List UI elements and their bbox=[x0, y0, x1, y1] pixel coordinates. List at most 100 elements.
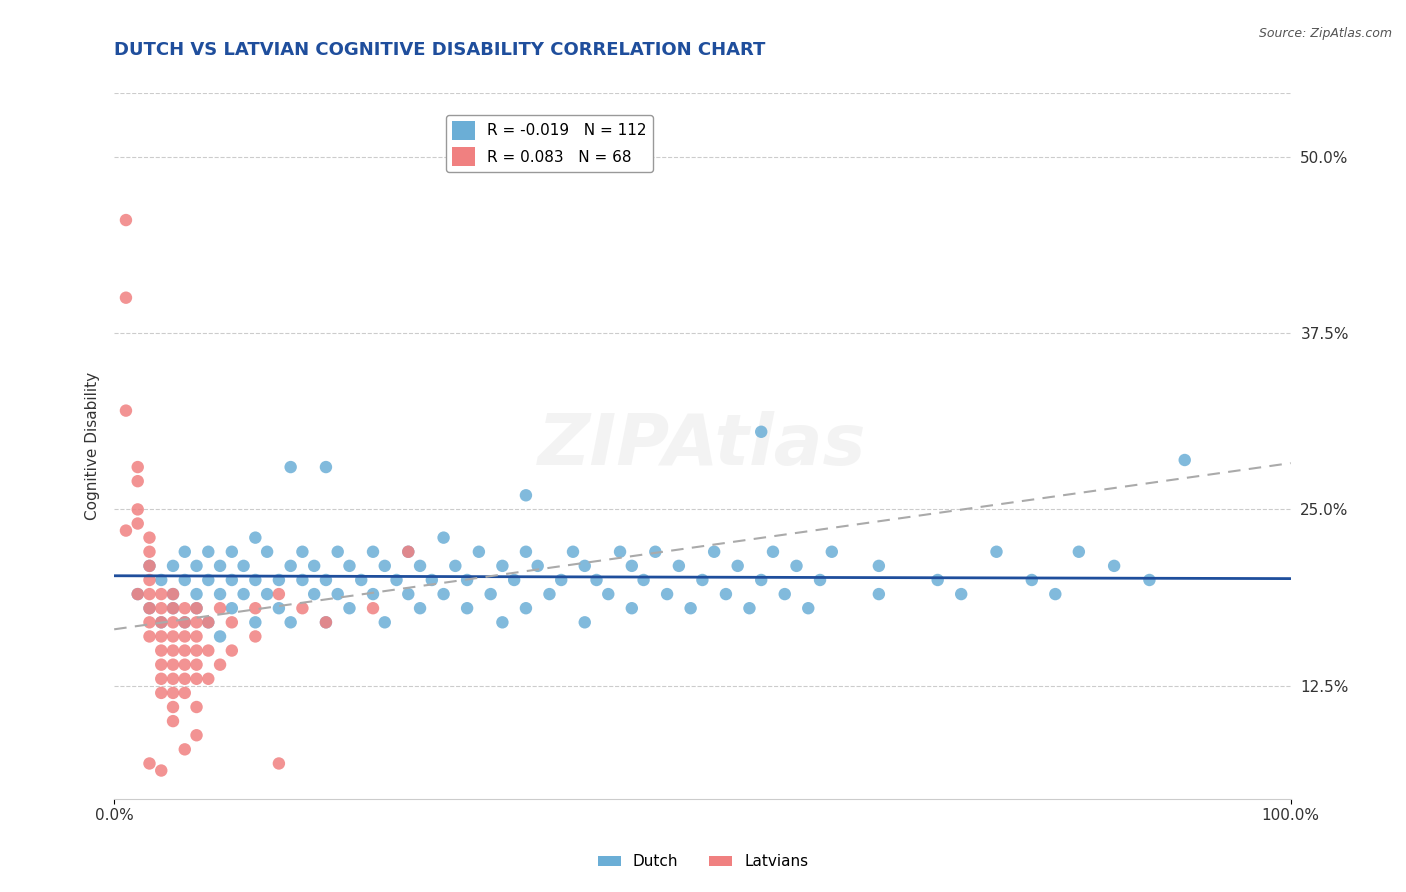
Point bbox=[197, 615, 219, 630]
Point bbox=[749, 425, 772, 439]
Point bbox=[409, 601, 432, 615]
Point bbox=[315, 460, 337, 475]
Point bbox=[562, 545, 585, 559]
Point bbox=[280, 460, 302, 475]
Point bbox=[361, 545, 384, 559]
Point bbox=[291, 545, 314, 559]
Point bbox=[197, 545, 219, 559]
Point bbox=[150, 601, 173, 615]
Point bbox=[173, 657, 195, 672]
Point bbox=[1021, 573, 1043, 587]
Point bbox=[668, 558, 690, 573]
Point bbox=[396, 545, 419, 559]
Point bbox=[138, 558, 160, 573]
Point bbox=[821, 545, 844, 559]
Point bbox=[221, 615, 243, 630]
Point bbox=[396, 545, 419, 559]
Point bbox=[585, 573, 607, 587]
Point bbox=[574, 615, 596, 630]
Point bbox=[786, 558, 808, 573]
Point bbox=[150, 573, 173, 587]
Text: Source: ZipAtlas.com: Source: ZipAtlas.com bbox=[1258, 27, 1392, 40]
Point bbox=[197, 573, 219, 587]
Point bbox=[173, 629, 195, 643]
Point bbox=[162, 672, 184, 686]
Point bbox=[127, 516, 149, 531]
Point bbox=[598, 587, 620, 601]
Point bbox=[550, 573, 572, 587]
Point bbox=[150, 657, 173, 672]
Point bbox=[173, 601, 195, 615]
Point bbox=[762, 545, 785, 559]
Point bbox=[209, 629, 232, 643]
Point bbox=[173, 742, 195, 756]
Point bbox=[150, 615, 173, 630]
Point bbox=[173, 545, 195, 559]
Point bbox=[186, 615, 208, 630]
Point bbox=[749, 573, 772, 587]
Point bbox=[1045, 587, 1067, 601]
Point bbox=[150, 629, 173, 643]
Point bbox=[138, 756, 160, 771]
Point bbox=[409, 558, 432, 573]
Point bbox=[350, 573, 373, 587]
Point bbox=[186, 700, 208, 714]
Point bbox=[221, 601, 243, 615]
Point bbox=[221, 643, 243, 657]
Point bbox=[150, 643, 173, 657]
Point bbox=[150, 587, 173, 601]
Point bbox=[245, 629, 267, 643]
Point bbox=[396, 587, 419, 601]
Point bbox=[620, 601, 643, 615]
Point bbox=[186, 629, 208, 643]
Point bbox=[150, 686, 173, 700]
Point bbox=[186, 643, 208, 657]
Point bbox=[138, 601, 160, 615]
Point bbox=[526, 558, 548, 573]
Point bbox=[173, 615, 195, 630]
Point bbox=[115, 291, 138, 305]
Point bbox=[456, 573, 478, 587]
Point bbox=[339, 558, 361, 573]
Point bbox=[692, 573, 714, 587]
Text: DUTCH VS LATVIAN COGNITIVE DISABILITY CORRELATION CHART: DUTCH VS LATVIAN COGNITIVE DISABILITY CO… bbox=[114, 41, 765, 59]
Point bbox=[1139, 573, 1161, 587]
Point bbox=[138, 545, 160, 559]
Point bbox=[315, 615, 337, 630]
Y-axis label: Cognitive Disability: Cognitive Disability bbox=[86, 372, 100, 520]
Point bbox=[245, 615, 267, 630]
Point bbox=[432, 587, 454, 601]
Point bbox=[326, 587, 349, 601]
Point bbox=[280, 615, 302, 630]
Point bbox=[115, 403, 138, 417]
Point bbox=[538, 587, 561, 601]
Point bbox=[868, 587, 890, 601]
Point bbox=[679, 601, 702, 615]
Point bbox=[609, 545, 631, 559]
Point bbox=[221, 573, 243, 587]
Point bbox=[186, 587, 208, 601]
Point bbox=[773, 587, 796, 601]
Point bbox=[1102, 558, 1125, 573]
Point bbox=[808, 573, 831, 587]
Point bbox=[432, 531, 454, 545]
Point bbox=[444, 558, 467, 573]
Point bbox=[1067, 545, 1090, 559]
Point bbox=[361, 601, 384, 615]
Point bbox=[515, 601, 537, 615]
Point bbox=[291, 573, 314, 587]
Point bbox=[491, 558, 513, 573]
Point bbox=[256, 587, 278, 601]
Point bbox=[868, 558, 890, 573]
Point bbox=[267, 601, 290, 615]
Point bbox=[186, 672, 208, 686]
Point bbox=[127, 502, 149, 516]
Point bbox=[186, 728, 208, 742]
Point bbox=[326, 545, 349, 559]
Point bbox=[374, 615, 396, 630]
Point bbox=[468, 545, 491, 559]
Point bbox=[503, 573, 526, 587]
Point bbox=[127, 474, 149, 488]
Point bbox=[339, 601, 361, 615]
Point bbox=[315, 615, 337, 630]
